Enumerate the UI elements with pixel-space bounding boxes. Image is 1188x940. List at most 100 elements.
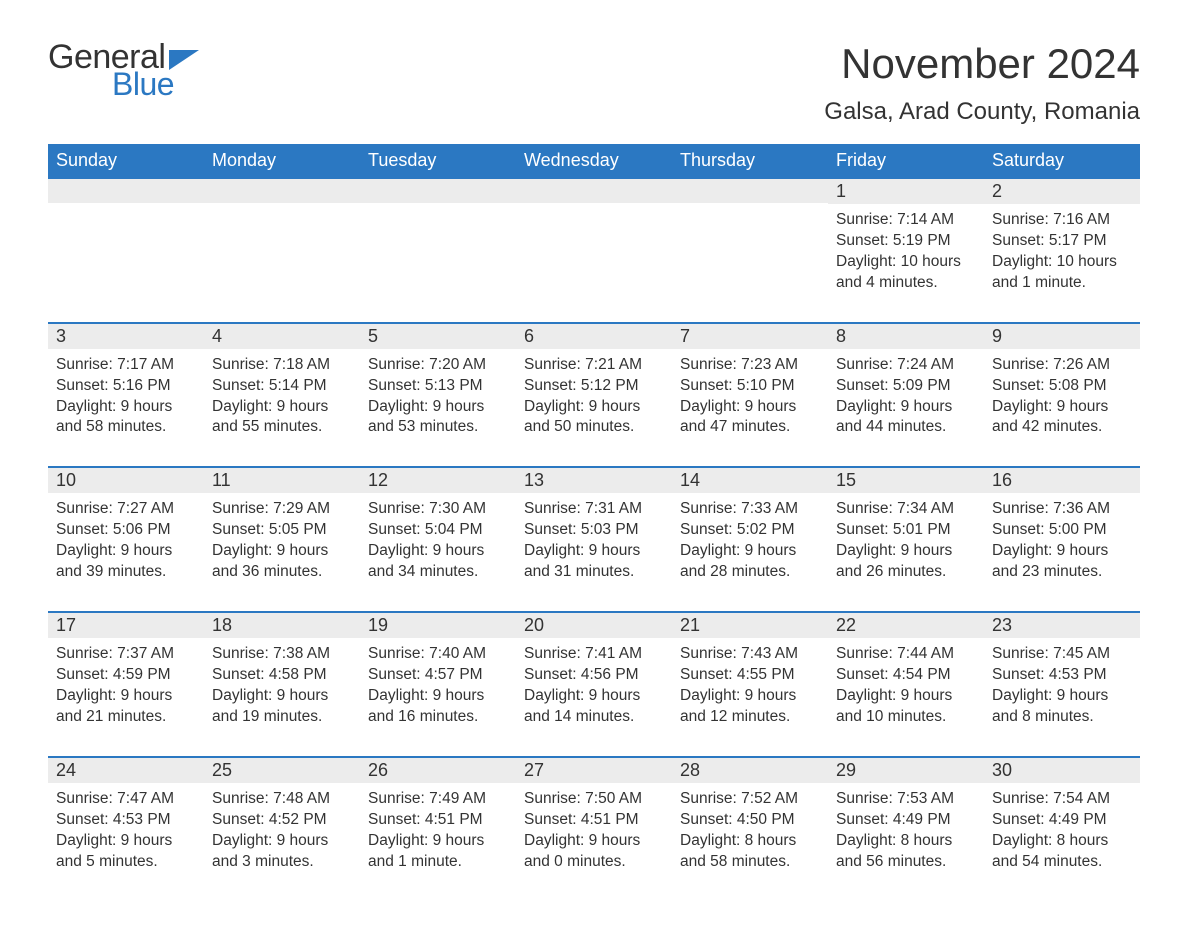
- calendar-cell: 5Sunrise: 7:20 AMSunset: 5:13 PMDaylight…: [360, 323, 516, 468]
- day-number: 22: [828, 613, 984, 638]
- sunset-text: Sunset: 5:09 PM: [836, 376, 976, 397]
- sunset-text: Sunset: 5:17 PM: [992, 231, 1132, 252]
- sunset-text: Sunset: 5:16 PM: [56, 376, 196, 397]
- calendar-body: 1Sunrise: 7:14 AMSunset: 5:19 PMDaylight…: [48, 178, 1140, 900]
- sunrise-text: Sunrise: 7:17 AM: [56, 355, 196, 376]
- day-body: Sunrise: 7:40 AMSunset: 4:57 PMDaylight:…: [360, 638, 516, 756]
- sunrise-text: Sunrise: 7:37 AM: [56, 644, 196, 665]
- brand-word2: Blue: [112, 68, 199, 100]
- day-body: Sunrise: 7:20 AMSunset: 5:13 PMDaylight:…: [360, 349, 516, 467]
- sunset-text: Sunset: 4:57 PM: [368, 665, 508, 686]
- sunset-text: Sunset: 4:53 PM: [56, 810, 196, 831]
- daylight-text: Daylight: 9 hours and 3 minutes.: [212, 831, 352, 873]
- day-number: 10: [48, 468, 204, 493]
- sunrise-text: Sunrise: 7:14 AM: [836, 210, 976, 231]
- calendar-cell: 26Sunrise: 7:49 AMSunset: 4:51 PMDayligh…: [360, 757, 516, 901]
- day-number: 3: [48, 324, 204, 349]
- dow-friday: Friday: [828, 144, 984, 178]
- sunrise-text: Sunrise: 7:50 AM: [524, 789, 664, 810]
- day-body: Sunrise: 7:31 AMSunset: 5:03 PMDaylight:…: [516, 493, 672, 611]
- calendar-cell: 12Sunrise: 7:30 AMSunset: 5:04 PMDayligh…: [360, 467, 516, 612]
- sunset-text: Sunset: 4:49 PM: [992, 810, 1132, 831]
- sunrise-text: Sunrise: 7:26 AM: [992, 355, 1132, 376]
- sunset-text: Sunset: 4:56 PM: [524, 665, 664, 686]
- calendar-cell: 15Sunrise: 7:34 AMSunset: 5:01 PMDayligh…: [828, 467, 984, 612]
- sunset-text: Sunset: 5:05 PM: [212, 520, 352, 541]
- daylight-text: Daylight: 8 hours and 54 minutes.: [992, 831, 1132, 873]
- sunrise-text: Sunrise: 7:38 AM: [212, 644, 352, 665]
- daylight-text: Daylight: 9 hours and 10 minutes.: [836, 686, 976, 728]
- sunrise-text: Sunrise: 7:47 AM: [56, 789, 196, 810]
- calendar-cell: 19Sunrise: 7:40 AMSunset: 4:57 PMDayligh…: [360, 612, 516, 757]
- day-number: 28: [672, 758, 828, 783]
- title-block: November 2024 Galsa, Arad County, Romani…: [824, 40, 1140, 126]
- sunrise-text: Sunrise: 7:23 AM: [680, 355, 820, 376]
- sunset-text: Sunset: 5:19 PM: [836, 231, 976, 252]
- day-number: 11: [204, 468, 360, 493]
- sunrise-text: Sunrise: 7:43 AM: [680, 644, 820, 665]
- daylight-text: Daylight: 9 hours and 39 minutes.: [56, 541, 196, 583]
- dow-saturday: Saturday: [984, 144, 1140, 178]
- day-body: Sunrise: 7:24 AMSunset: 5:09 PMDaylight:…: [828, 349, 984, 467]
- sunset-text: Sunset: 5:04 PM: [368, 520, 508, 541]
- day-body: Sunrise: 7:43 AMSunset: 4:55 PMDaylight:…: [672, 638, 828, 756]
- day-body: Sunrise: 7:37 AMSunset: 4:59 PMDaylight:…: [48, 638, 204, 756]
- sunset-text: Sunset: 4:52 PM: [212, 810, 352, 831]
- day-number: 19: [360, 613, 516, 638]
- calendar-week: 3 Sunrise: 7:17 AMSunset: 5:16 PM Daylight…: [48, 323, 1140, 468]
- calendar-cell: 28Sunrise: 7:52 AMSunset: 4:50 PMDayligh…: [672, 757, 828, 901]
- day-number: [516, 179, 672, 203]
- day-body: Sunrise: 7:36 AMSunset: 5:00 PMDaylight:…: [984, 493, 1140, 611]
- day-body: Sunrise: 7:30 AMSunset: 5:04 PMDaylight:…: [360, 493, 516, 611]
- day-number: [672, 179, 828, 203]
- day-body: [204, 203, 360, 283]
- calendar-cell: 10Sunrise: 7:27 AMSunset: 5:06 PMDayligh…: [48, 467, 204, 612]
- day-number: 2: [984, 179, 1140, 204]
- calendar-cell: 6Sunrise: 7:21 AMSunset: 5:12 PMDaylight…: [516, 323, 672, 468]
- calendar-week: 1Sunrise: 7:14 AMSunset: 5:19 PMDaylight…: [48, 178, 1140, 323]
- day-number: 26: [360, 758, 516, 783]
- sunrise-text: Sunrise: 7:44 AM: [836, 644, 976, 665]
- calendar-cell: 27Sunrise: 7:50 AMSunset: 4:51 PMDayligh…: [516, 757, 672, 901]
- day-body: Sunrise: 7:26 AMSunset: 5:08 PMDaylight:…: [984, 349, 1140, 467]
- sunrise-text: Sunrise: 7:31 AM: [524, 499, 664, 520]
- calendar-cell: 23Sunrise: 7:45 AMSunset: 4:53 PMDayligh…: [984, 612, 1140, 757]
- sunrise-text: Sunrise: 7:45 AM: [992, 644, 1132, 665]
- calendar-table: Sunday Monday Tuesday Wednesday Thursday…: [48, 144, 1140, 900]
- sunrise-text: Sunrise: 7:34 AM: [836, 499, 976, 520]
- day-number: 16: [984, 468, 1140, 493]
- daylight-text: Daylight: 9 hours and 19 minutes.: [212, 686, 352, 728]
- calendar-cell: 20Sunrise: 7:41 AMSunset: 4:56 PMDayligh…: [516, 612, 672, 757]
- calendar-cell: [204, 178, 360, 323]
- calendar-cell: 1Sunrise: 7:14 AMSunset: 5:19 PMDaylight…: [828, 178, 984, 323]
- sunrise-text: Sunrise: 7:24 AM: [836, 355, 976, 376]
- calendar-cell: 2Sunrise: 7:16 AMSunset: 5:17 PMDaylight…: [984, 178, 1140, 323]
- day-number: [48, 179, 204, 203]
- sunrise-text: Sunrise: 7:30 AM: [368, 499, 508, 520]
- calendar-cell: [48, 178, 204, 323]
- sunset-text: Sunset: 5:02 PM: [680, 520, 820, 541]
- day-number: 6: [516, 324, 672, 349]
- calendar-cell: 22Sunrise: 7:44 AMSunset: 4:54 PMDayligh…: [828, 612, 984, 757]
- sunrise-text: Sunrise: 7:29 AM: [212, 499, 352, 520]
- day-body: Sunrise: 7:44 AMSunset: 4:54 PMDaylight:…: [828, 638, 984, 756]
- sunrise-text: Sunrise: 7:53 AM: [836, 789, 976, 810]
- sunset-text: Sunset: 4:59 PM: [56, 665, 196, 686]
- day-number: 21: [672, 613, 828, 638]
- day-body: Sunrise: 7:16 AMSunset: 5:17 PMDaylight:…: [984, 204, 1140, 322]
- daylight-text: Daylight: 9 hours and 53 minutes.: [368, 397, 508, 439]
- day-body: Sunrise: 7:52 AMSunset: 4:50 PMDaylight:…: [672, 783, 828, 901]
- calendar-cell: 14Sunrise: 7:33 AMSunset: 5:02 PMDayligh…: [672, 467, 828, 612]
- sunrise-text: Sunrise: 7:27 AM: [56, 499, 196, 520]
- calendar-cell: 4Sunrise: 7:18 AMSunset: 5:14 PMDaylight…: [204, 323, 360, 468]
- day-number: 13: [516, 468, 672, 493]
- day-number: 8: [828, 324, 984, 349]
- calendar-cell: 11Sunrise: 7:29 AMSunset: 5:05 PMDayligh…: [204, 467, 360, 612]
- daylight-text: Daylight: 9 hours and 47 minutes.: [680, 397, 820, 439]
- daylight-text: Daylight: 9 hours and 14 minutes.: [524, 686, 664, 728]
- sunset-text: Sunset: 5:03 PM: [524, 520, 664, 541]
- daylight-text: Daylight: 10 hours and 1 minute.: [992, 252, 1132, 294]
- calendar-cell: [360, 178, 516, 323]
- sunrise-text: Sunrise: 7:21 AM: [524, 355, 664, 376]
- daylight-text: Daylight: 8 hours and 56 minutes.: [836, 831, 976, 873]
